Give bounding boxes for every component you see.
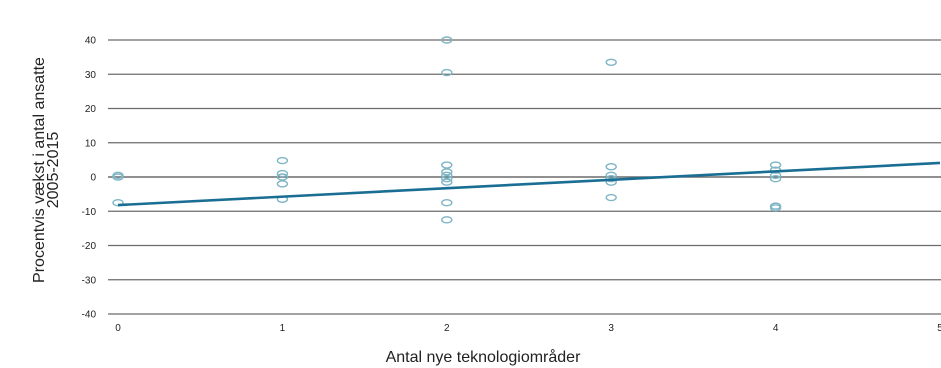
y-tick-label: 30 [85,70,97,81]
data-point [441,68,453,77]
data-point [605,193,617,202]
data-point [769,204,782,212]
y-tick-label: -30 [82,275,97,286]
data-point [276,169,289,178]
data-point [441,178,453,186]
y-tick-label: 10 [85,138,97,149]
x-tick-label: 3 [608,323,614,334]
x-axis-title: Antal nye teknologiområder [386,348,581,366]
data-point [769,175,782,183]
x-tick-label: 2 [444,323,450,334]
y-axis-title-line-1: Procentvis vækst i antal ansatte [31,57,48,283]
x-tick-labels: 0 1 2 3 4 5 [115,323,941,334]
x-tick-label: 0 [115,323,121,334]
gridlines [108,39,941,315]
y-tick-label: -10 [82,207,97,218]
data-point [769,161,782,169]
y-tick-label: -40 [82,310,97,321]
x-tick-label: 1 [280,323,286,334]
data-point [441,168,453,176]
y-axis-title: Procentvis vækst i antal ansatte 2005-20… [31,57,62,283]
y-tick-labels: -40 -30 -20 -10 0 10 20 30 40 [82,36,97,321]
data-point [276,156,289,165]
x-tick-label: 4 [773,323,779,334]
data-point [441,175,453,183]
data-point [441,198,453,207]
y-tick-label: 0 [90,173,96,184]
data-point [276,180,289,188]
y-tick-label: 40 [85,36,97,47]
data-point [276,173,289,181]
data-point [441,171,453,179]
data-point [605,163,617,171]
data-point [605,171,617,179]
data-point [441,36,453,44]
data-point [441,161,453,169]
trendline [117,161,941,207]
x-tick-label: 5 [937,323,941,334]
y-tick-label: 20 [85,104,97,115]
data-points [112,36,782,224]
data-point [112,173,124,181]
data-point [112,198,124,207]
data-point [605,58,617,66]
y-tick-label: -20 [82,241,97,252]
y-axis-title-line-2: 2005-2015 [45,132,62,209]
data-point [441,216,453,224]
